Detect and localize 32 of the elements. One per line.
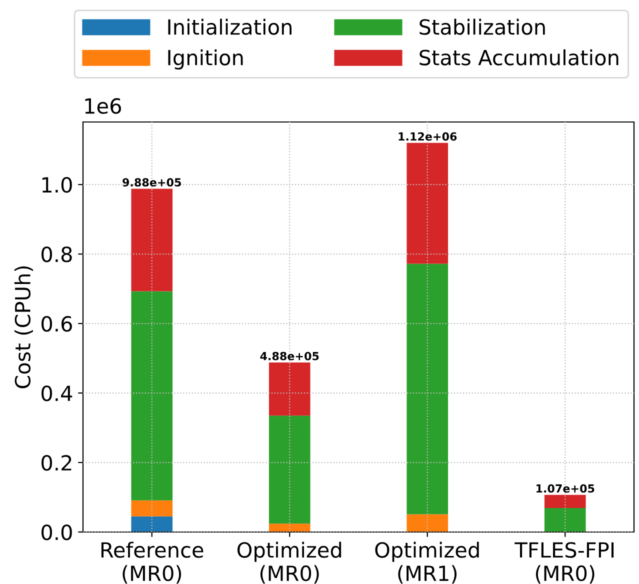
text: 1e6 <box>85 98 122 114</box>
x-tick-label: Optimized (MR0) <box>237 542 342 584</box>
y-tick-label: 0.6 <box>42 316 72 332</box>
x-tick-label: Reference (MR0) <box>101 542 204 584</box>
legend-label: Initialization <box>168 18 292 35</box>
bar <box>131 516 173 532</box>
legend-label: Stats Accumulation <box>420 49 618 66</box>
bar <box>544 508 586 532</box>
bar <box>131 500 173 516</box>
legend-label: Ignition <box>168 49 243 70</box>
bar <box>268 416 310 524</box>
total-label: 9.88e+05 <box>122 178 181 187</box>
bar <box>268 362 310 416</box>
y-tick-label: 0.0 <box>42 524 72 540</box>
y-axis-title: Cost (CPUh) <box>14 266 34 388</box>
bar <box>406 264 448 514</box>
y-tick-label: 0.2 <box>42 454 72 471</box>
legend-label: Stabilization <box>420 18 545 35</box>
bar <box>131 188 173 292</box>
bar <box>268 524 310 532</box>
bar <box>131 291 173 500</box>
total-label: 4.88e+05 <box>260 352 319 360</box>
x-tick-label: Optimized (MR1) <box>375 542 479 584</box>
bar <box>406 514 448 532</box>
x-tick-label: TFLES-FPI (MR0) <box>514 542 614 584</box>
bar <box>544 494 586 508</box>
y-tick-label: 1.0 <box>42 176 72 193</box>
y-tick-label: 0.4 <box>42 385 72 402</box>
bar <box>406 142 448 264</box>
total-label: 1.07e+05 <box>536 484 594 493</box>
y-tick-label: 0.8 <box>42 246 72 262</box>
total-label: 1.12e+06 <box>398 132 457 141</box>
